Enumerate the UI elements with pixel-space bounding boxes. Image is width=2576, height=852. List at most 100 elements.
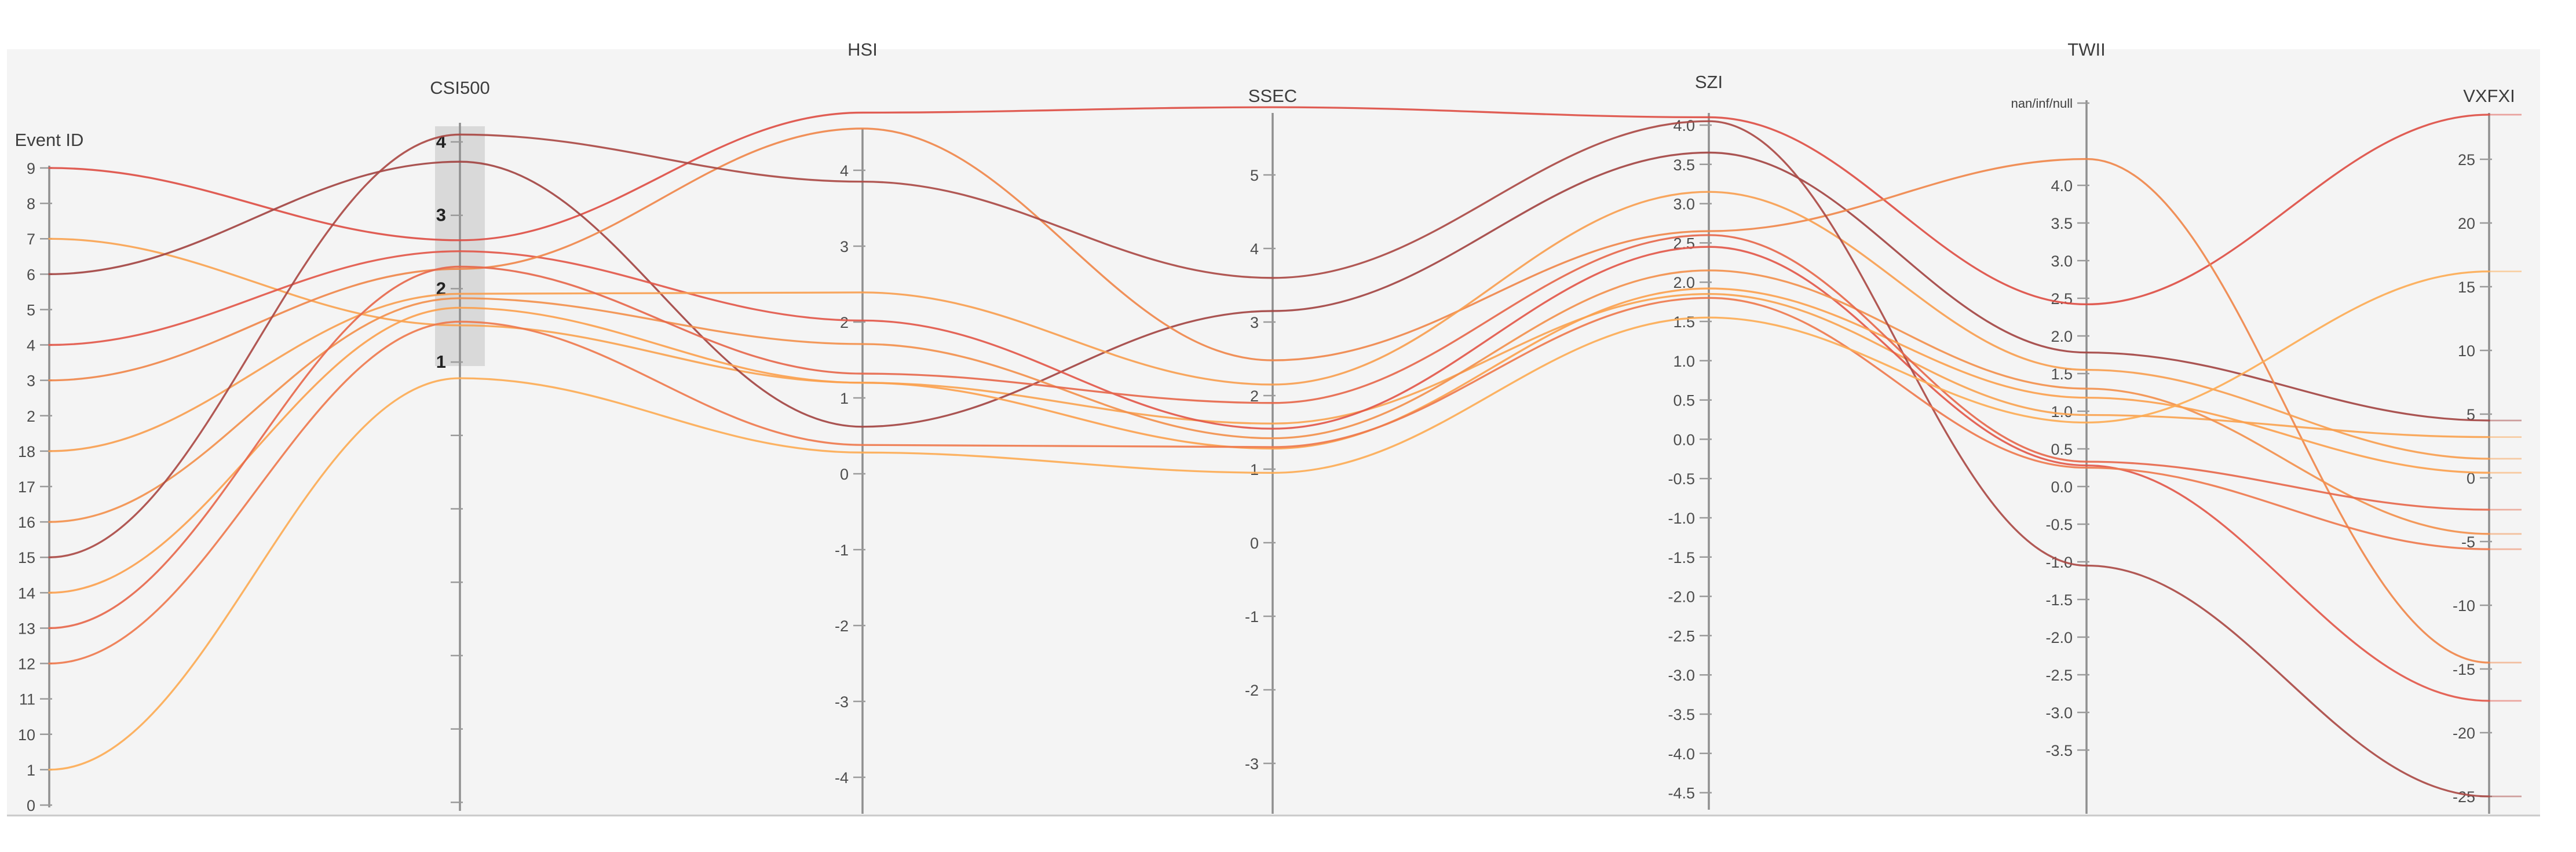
tick-label: -0.5 bbox=[1668, 470, 1695, 488]
tick-label: 1.0 bbox=[2051, 403, 2073, 420]
tick-label: -4.0 bbox=[1668, 745, 1695, 763]
tick-label: -3.5 bbox=[1668, 706, 1695, 723]
tick-label: 13 bbox=[18, 620, 35, 637]
tick-label: 1.5 bbox=[1673, 313, 1695, 331]
axis-ssec[interactable]: 5 4 3 2 1 0 -1 -2 -3 bbox=[1245, 113, 1276, 814]
tick-label: -3.0 bbox=[1668, 667, 1695, 684]
tick-label: -2.5 bbox=[2045, 667, 2073, 684]
tick-label: 3.0 bbox=[1673, 196, 1695, 213]
axis-title-event[interactable]: Event ID bbox=[15, 130, 84, 150]
axis-title-hsi[interactable]: HSI bbox=[847, 39, 878, 60]
line-event-3[interactable] bbox=[48, 127, 2490, 664]
tick-label: -20 bbox=[2453, 725, 2475, 742]
tick-label: -3.0 bbox=[2045, 704, 2073, 722]
tick-label: -2 bbox=[835, 617, 849, 635]
tick-label: 9 bbox=[27, 160, 35, 177]
tick-label: 3.5 bbox=[2051, 215, 2073, 232]
tick-label: -1.0 bbox=[1668, 510, 1695, 527]
tick-label: -2 bbox=[1245, 682, 1259, 699]
line-event-14[interactable] bbox=[48, 287, 2490, 594]
tick-label: 2 bbox=[840, 314, 849, 331]
tick-label: 5 bbox=[2467, 406, 2475, 423]
line-event-1[interactable] bbox=[48, 270, 2490, 771]
tick-label: 6 bbox=[27, 266, 35, 283]
tick-label: -3 bbox=[1245, 755, 1259, 773]
line-event-9[interactable] bbox=[48, 106, 2490, 306]
line-event-6[interactable] bbox=[48, 151, 2490, 428]
tick-label: 0 bbox=[2467, 470, 2475, 487]
tick-label: 3 bbox=[436, 205, 446, 225]
nan-tick-label: nan/inf/null bbox=[2011, 96, 2073, 111]
tick-label: -1 bbox=[835, 542, 849, 559]
line-event-13[interactable] bbox=[48, 234, 2490, 630]
tick-label: -25 bbox=[2453, 788, 2475, 806]
tick-label: 1.0 bbox=[1673, 353, 1695, 370]
tick-label: 2.5 bbox=[2051, 290, 2073, 308]
tick-label: 14 bbox=[18, 584, 35, 602]
tick-label: 15 bbox=[2458, 279, 2475, 296]
tick-label: 17 bbox=[18, 478, 35, 496]
tick-label: -1.5 bbox=[1668, 549, 1695, 566]
tick-label: 1 bbox=[840, 390, 849, 407]
tick-label: 4 bbox=[436, 131, 447, 152]
tick-label: -2.5 bbox=[1668, 627, 1695, 645]
line-event-16[interactable] bbox=[48, 269, 2490, 535]
tick-label: 4 bbox=[1250, 240, 1259, 258]
tick-label: 20 bbox=[2458, 215, 2475, 232]
tick-label: 10 bbox=[2458, 342, 2475, 360]
axis-title-szi[interactable]: SZI bbox=[1695, 72, 1723, 92]
axis-szi[interactable]: 4.03.53.02.52.01.51.00.50.0-0.5-1.0-1.5-… bbox=[1668, 113, 1712, 810]
tick-label: 16 bbox=[18, 514, 35, 531]
line-event-15[interactable] bbox=[48, 120, 2490, 798]
tick-label: -2.0 bbox=[2045, 629, 2073, 646]
tick-label: 4.0 bbox=[2051, 177, 2073, 195]
axis-twii[interactable]: 4.03.53.02.52.01.51.00.50.0-0.5-1.0-1.5-… bbox=[2011, 96, 2089, 814]
tick-label: 0 bbox=[840, 466, 849, 483]
tick-label: -1 bbox=[1245, 608, 1259, 626]
tick-label: 4 bbox=[27, 337, 35, 354]
tick-label: -10 bbox=[2453, 597, 2475, 615]
tick-label: 2.0 bbox=[2051, 328, 2073, 345]
tick-label: 11 bbox=[19, 691, 35, 708]
tick-label: 0.0 bbox=[2051, 478, 2073, 496]
tick-label: 5 bbox=[27, 301, 35, 319]
tick-label: 2 bbox=[1250, 387, 1259, 405]
tick-label: 0.0 bbox=[1673, 431, 1695, 448]
tick-label: 12 bbox=[18, 656, 35, 673]
tick-label: 18 bbox=[18, 443, 35, 460]
axis-title-vxfxi[interactable]: VXFXI bbox=[2463, 86, 2515, 106]
tick-label: 3 bbox=[27, 372, 35, 390]
tick-label: -4.5 bbox=[1668, 785, 1695, 802]
tick-label: 3 bbox=[840, 238, 849, 255]
axis-csi500[interactable]: 4 3 2 1 bbox=[436, 123, 463, 811]
tick-label: 15 bbox=[18, 549, 35, 566]
line-event-4[interactable] bbox=[48, 246, 2490, 702]
tick-label: 2 bbox=[436, 278, 446, 298]
tick-label: 0.5 bbox=[2051, 441, 2073, 458]
tick-label: 4 bbox=[840, 162, 849, 180]
axis-title-twii[interactable]: TWII bbox=[2067, 39, 2105, 60]
axis-title-ssec[interactable]: SSEC bbox=[1248, 86, 1297, 106]
tick-label: -0.5 bbox=[2045, 516, 2073, 533]
tick-label: -2.0 bbox=[1668, 588, 1695, 606]
tick-label: -3 bbox=[835, 693, 849, 711]
axis-hsi[interactable]: 4 3 2 1 0 -1 -2 -3 -4 bbox=[835, 129, 865, 814]
tick-label: 4.0 bbox=[1673, 117, 1695, 134]
line-event-12[interactable] bbox=[48, 297, 2490, 665]
tick-label: 2 bbox=[27, 408, 35, 425]
tick-label: 1 bbox=[436, 352, 446, 372]
tick-label: 3.5 bbox=[1673, 156, 1695, 174]
tick-label: 25 bbox=[2458, 151, 2475, 169]
tick-label: 7 bbox=[27, 231, 35, 248]
axis-title-csi500[interactable]: CSI500 bbox=[430, 78, 489, 98]
tick-label: -4 bbox=[835, 769, 849, 787]
line-event-7[interactable] bbox=[48, 237, 2490, 438]
tick-label: -3.5 bbox=[2045, 742, 2073, 759]
line-event-18[interactable] bbox=[48, 191, 2490, 460]
tick-label: 1 bbox=[1250, 461, 1259, 478]
tick-label: 0 bbox=[27, 797, 35, 814]
